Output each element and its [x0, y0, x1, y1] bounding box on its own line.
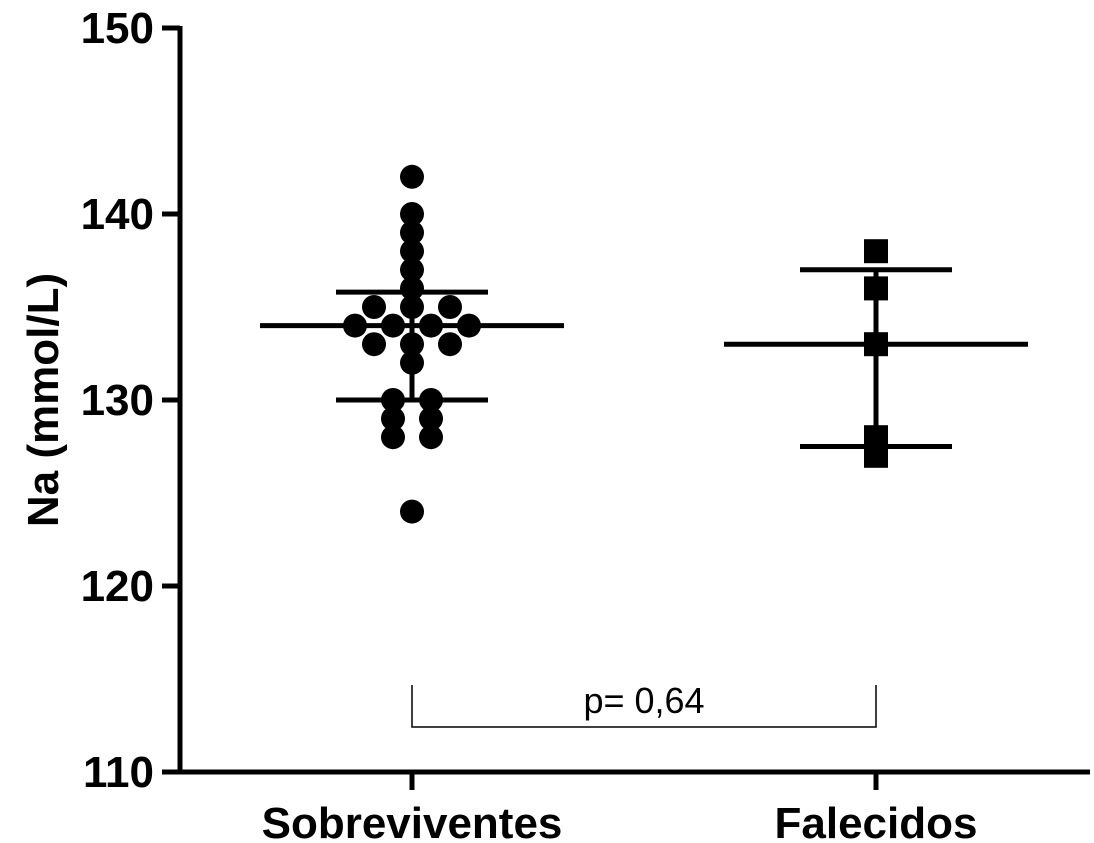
bracket-line	[411, 685, 877, 728]
data-point	[400, 220, 424, 245]
data-point	[400, 499, 424, 524]
data-points	[343, 164, 888, 524]
data-point	[400, 276, 424, 301]
data-point	[362, 332, 386, 357]
data-point	[381, 425, 405, 450]
data-point	[362, 295, 386, 319]
data-point	[400, 239, 424, 264]
data-point	[864, 276, 888, 301]
y-tick-label: 140	[81, 190, 154, 239]
data-point	[400, 295, 424, 319]
data-point	[381, 313, 405, 338]
y-tick-label: 130	[81, 376, 154, 425]
y-axis: 110 120 130 140 150	[81, 4, 183, 797]
x-category-label: Falecidos	[775, 799, 978, 843]
data-point	[864, 239, 888, 264]
data-point	[419, 313, 443, 338]
data-point	[457, 313, 481, 338]
significance-bracket: p= 0,64	[411, 680, 877, 728]
data-point	[864, 332, 888, 357]
y-tick-label: 120	[81, 562, 154, 611]
data-point	[419, 425, 443, 450]
y-tick-label: 110	[83, 748, 154, 797]
data-point	[864, 443, 888, 468]
data-point	[438, 295, 462, 319]
x-category-label: Sobreviventes	[262, 799, 563, 843]
data-point	[381, 406, 405, 431]
data-point	[419, 406, 443, 431]
data-point	[381, 388, 405, 412]
y-axis-title: Na (mmol/L)	[19, 273, 68, 527]
p-value-label: p= 0,64	[583, 680, 704, 721]
x-axis: Sobreviventes Falecidos	[178, 769, 1090, 843]
data-point	[400, 350, 424, 375]
data-point	[419, 388, 443, 412]
data-point	[400, 164, 424, 189]
y-tick-label: 150	[81, 4, 154, 53]
data-point	[400, 202, 424, 226]
data-point	[343, 313, 367, 338]
data-point	[438, 332, 462, 357]
data-point	[400, 257, 424, 282]
data-point	[400, 332, 424, 357]
